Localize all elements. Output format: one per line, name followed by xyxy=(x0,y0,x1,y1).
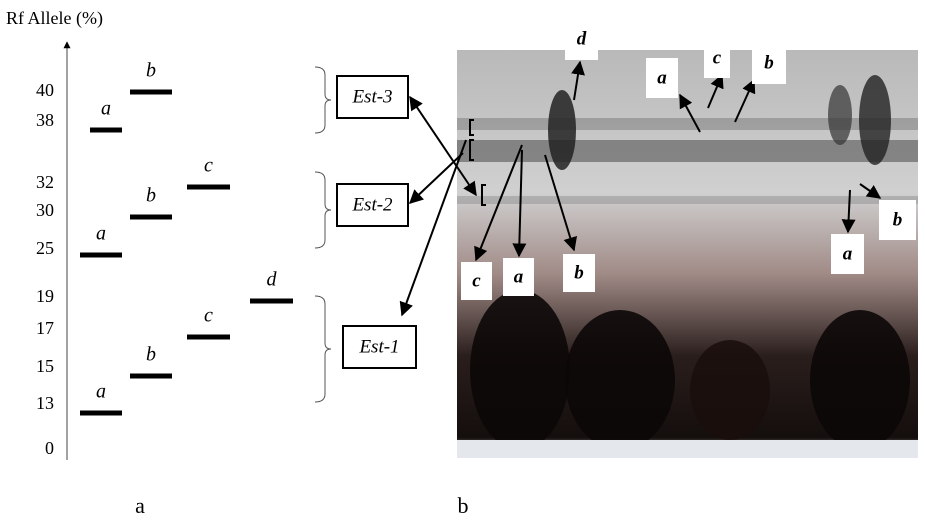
brace xyxy=(315,67,331,133)
tick-label: 40 xyxy=(36,80,54,100)
panel-label: a xyxy=(135,493,145,518)
allele-band xyxy=(90,128,122,133)
brace xyxy=(315,296,331,402)
allele-label: c xyxy=(204,155,213,177)
allele-band xyxy=(80,253,122,258)
gel-label: a xyxy=(514,266,524,287)
locus-name: Est-3 xyxy=(351,86,392,107)
allele-band xyxy=(80,411,122,416)
axis-title: Rf Allele (%) xyxy=(6,8,103,29)
figure: Rf Allele (%) 0 13 15 17 19 25 30 32 38 40 a b Est-3… xyxy=(0,0,925,525)
allele-band xyxy=(130,90,172,95)
tick-label: 30 xyxy=(36,200,54,220)
tick-label: 17 xyxy=(36,318,54,338)
allele-label: a xyxy=(96,381,106,403)
allele-band xyxy=(130,215,172,220)
allele-label: d xyxy=(267,269,278,291)
brace xyxy=(315,172,331,248)
allele-band xyxy=(250,299,293,304)
gel-label: b xyxy=(893,209,903,230)
gel-label: b xyxy=(574,262,584,283)
allele-label: a xyxy=(101,98,111,120)
tick-label: 32 xyxy=(36,172,54,192)
gel-label: c xyxy=(472,270,481,291)
allele-band xyxy=(187,335,230,340)
gel-label: a xyxy=(843,243,853,264)
allele-band xyxy=(130,374,172,379)
allele-label: b xyxy=(146,60,156,82)
gel-label: d xyxy=(577,28,587,49)
allele-label: b xyxy=(146,185,156,207)
tick-label: 15 xyxy=(36,356,54,376)
locus-name: Est-2 xyxy=(351,194,393,215)
tick-label: 25 xyxy=(36,238,54,258)
tick-label: 13 xyxy=(36,393,54,413)
allele-band xyxy=(187,185,230,190)
allele-label: b xyxy=(146,344,156,366)
gel-label: b xyxy=(764,52,774,73)
gel-label: a xyxy=(657,67,667,88)
tick-label: 19 xyxy=(36,286,54,306)
allele-label: c xyxy=(204,305,213,327)
allele-label: a xyxy=(96,223,106,245)
gel-label: c xyxy=(713,47,722,68)
locus-name: Est-1 xyxy=(358,336,399,357)
tick-label: 38 xyxy=(36,110,54,130)
panel-label: b xyxy=(458,493,469,518)
tick-label: 0 xyxy=(45,438,54,458)
